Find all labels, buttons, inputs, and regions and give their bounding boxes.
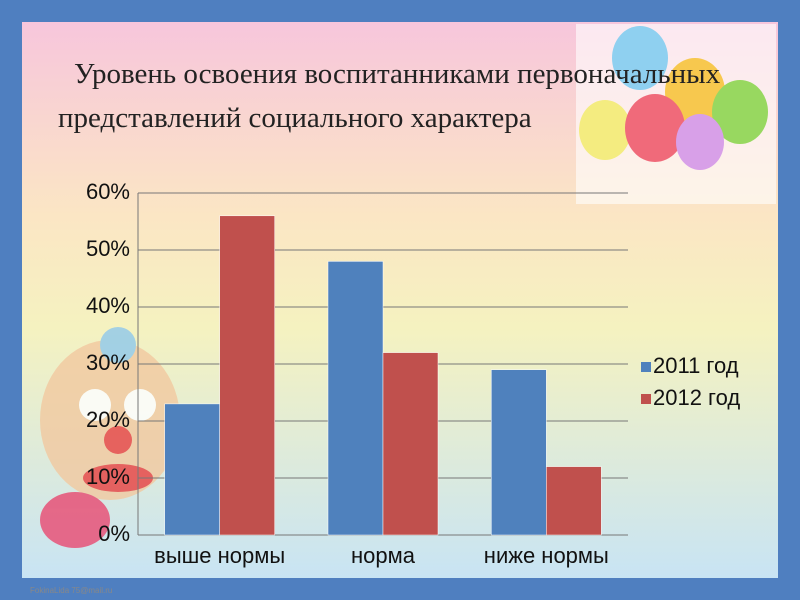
x-tick-label: выше нормы [154, 543, 285, 568]
x-tick-label: ниже нормы [484, 543, 609, 568]
footer: FokinaLida 75@mail.ru [30, 586, 113, 595]
legend-label: 2012 год [653, 385, 740, 410]
bar [382, 352, 439, 536]
y-tick-label: 10% [86, 464, 130, 489]
bar [546, 466, 602, 536]
legend-label: 2011 год [653, 353, 739, 378]
y-tick-label: 40% [86, 293, 130, 318]
y-tick-label: 0% [98, 521, 130, 546]
clown [40, 327, 180, 548]
bar [219, 215, 275, 536]
y-tick-label: 50% [86, 236, 130, 261]
chart-title: Уровень освоения воспитанниками первонач… [58, 58, 721, 134]
y-tick-label: 30% [86, 350, 130, 375]
x-tick-label: норма [351, 543, 416, 568]
y-tick-label: 60% [86, 179, 130, 204]
bar [164, 403, 220, 536]
legend-swatch [641, 362, 651, 372]
bar [491, 369, 547, 536]
legend-swatch [641, 394, 651, 404]
balloons [576, 24, 776, 204]
y-tick-label: 20% [86, 407, 130, 432]
bar [327, 261, 384, 536]
